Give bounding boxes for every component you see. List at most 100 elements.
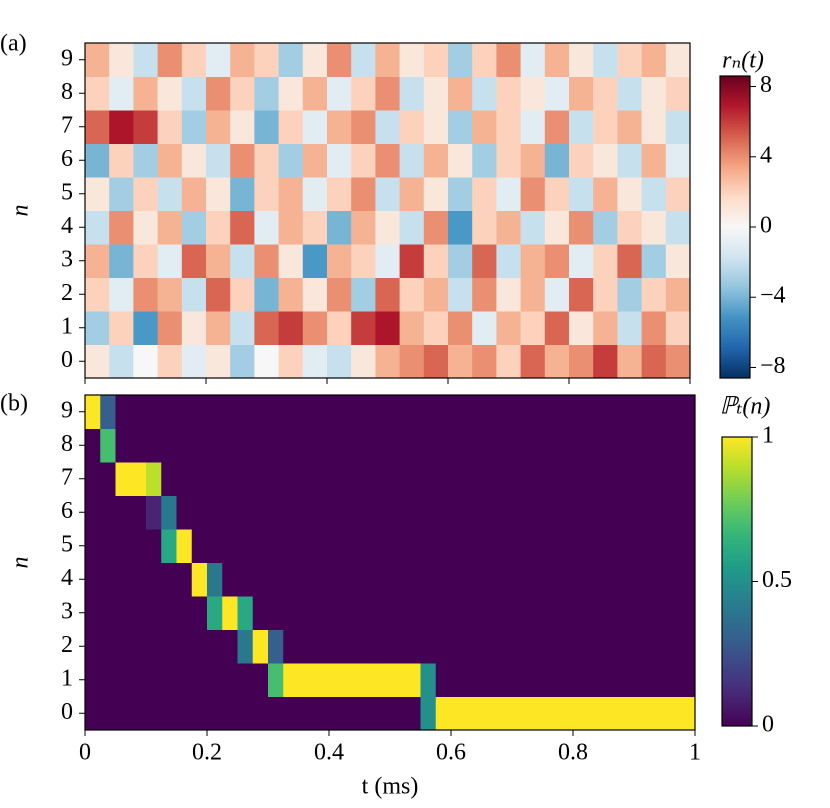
heatmap-cell — [520, 210, 546, 245]
colorbar-tick-label: 1 — [762, 423, 774, 449]
heatmap-cell — [588, 462, 604, 496]
heatmap-cell — [641, 177, 667, 211]
colorbar-label: ℙₜ(n) — [720, 394, 771, 420]
heatmap-cell — [405, 596, 421, 630]
heatmap-cell — [557, 529, 574, 563]
heatmap-cell — [359, 663, 376, 697]
heatmap-cell — [298, 629, 315, 664]
heatmap-cell — [85, 43, 110, 77]
heatmap-cell — [527, 629, 543, 664]
heatmap-cell — [130, 629, 147, 664]
heatmap-cell — [85, 177, 110, 211]
heatmap-cell — [329, 395, 345, 429]
heatmap-cell — [146, 562, 162, 597]
heatmap-cell — [254, 177, 280, 211]
y-tick-label: 9 — [61, 397, 73, 423]
heatmap-cell — [466, 462, 482, 496]
heatmap-cell — [665, 311, 691, 345]
heatmap-cell — [399, 143, 425, 178]
heatmap-cell — [85, 529, 101, 563]
heatmap-cell — [268, 495, 284, 530]
heatmap-cell — [420, 529, 437, 563]
heatmap-cell — [634, 495, 650, 530]
heatmap-cell — [302, 311, 328, 345]
heatmap-cell — [557, 495, 574, 530]
y-tick-label: 7 — [61, 112, 73, 138]
heatmap-cell — [85, 344, 110, 379]
heatmap-cell — [230, 110, 255, 144]
y-tick-label: 3 — [61, 246, 73, 272]
heatmap-cell — [466, 529, 482, 563]
heatmap-cell — [520, 244, 546, 278]
heatmap-cell — [176, 696, 193, 731]
heatmap-cell — [573, 495, 589, 530]
heatmap-cell — [374, 462, 391, 496]
heatmap-cell — [390, 395, 406, 429]
heatmap-cell — [420, 462, 437, 496]
heatmap-cell — [573, 395, 589, 429]
heatmap-cell — [649, 428, 665, 463]
heatmap-cell — [593, 277, 618, 312]
heatmap-cell — [109, 311, 134, 345]
heatmap-cell — [466, 696, 482, 731]
heatmap-cell — [359, 562, 376, 597]
heatmap-cell — [298, 428, 315, 463]
heatmap-cell — [573, 629, 589, 664]
heatmap-cell — [237, 596, 254, 630]
heatmap-cell — [313, 663, 330, 697]
heatmap-cell — [327, 277, 352, 312]
heatmap-cell — [569, 311, 594, 345]
heatmap-cell — [206, 177, 231, 211]
heatmap-cell — [302, 210, 328, 245]
heatmap-cell — [191, 395, 208, 429]
heatmap-cell — [496, 428, 513, 463]
heatmap-cell — [557, 629, 574, 664]
heatmap-cell — [634, 663, 650, 697]
heatmap-cell — [617, 110, 643, 144]
heatmap-cell — [641, 344, 667, 379]
heatmap-cell — [254, 76, 280, 111]
heatmap-cell — [496, 110, 522, 144]
heatmap-cell — [466, 629, 482, 664]
heatmap-cell — [206, 210, 231, 245]
heatmap-cell — [298, 562, 315, 597]
heatmap-cell — [593, 76, 618, 111]
heatmap-cell — [206, 244, 231, 278]
heatmap-cell — [207, 529, 223, 563]
heatmap-cell — [542, 596, 559, 630]
heatmap-cell — [569, 110, 594, 144]
heatmap-cell — [399, 210, 425, 245]
heatmap-cell — [302, 244, 328, 278]
heatmap-cell — [327, 143, 352, 178]
heatmap-cell — [130, 663, 147, 697]
heatmap-cell — [665, 244, 691, 278]
heatmap-cell — [133, 311, 159, 345]
heatmap-cell — [176, 562, 193, 597]
heatmap-cell — [278, 344, 304, 379]
heatmap-cell — [593, 177, 618, 211]
heatmap-cell — [569, 177, 594, 211]
heatmap-cell — [448, 210, 473, 245]
heatmap-cell — [544, 210, 570, 245]
heatmap-cell — [181, 143, 207, 178]
heatmap-cell — [527, 428, 543, 463]
heatmap-cell — [222, 596, 238, 630]
heatmap-cell — [466, 663, 482, 697]
heatmap-cell — [109, 244, 134, 278]
heatmap-cell — [448, 76, 473, 111]
heatmap-cell — [420, 395, 437, 429]
heatmap-cell — [237, 629, 254, 664]
heatmap-cell — [283, 495, 299, 530]
heatmap-cell — [133, 43, 159, 77]
heatmap-cell — [544, 311, 570, 345]
heatmap-cell — [618, 495, 635, 530]
heatmap-cell — [423, 43, 449, 77]
heatmap-cell — [451, 629, 467, 664]
x-tick-label: 0.4 — [314, 740, 344, 766]
heatmap-cell — [157, 344, 183, 379]
heatmap-cell — [641, 76, 667, 111]
heatmap-cell — [448, 244, 473, 278]
heatmap-cell — [472, 76, 497, 111]
heatmap-cell — [130, 462, 147, 496]
heatmap-cell — [252, 529, 269, 563]
